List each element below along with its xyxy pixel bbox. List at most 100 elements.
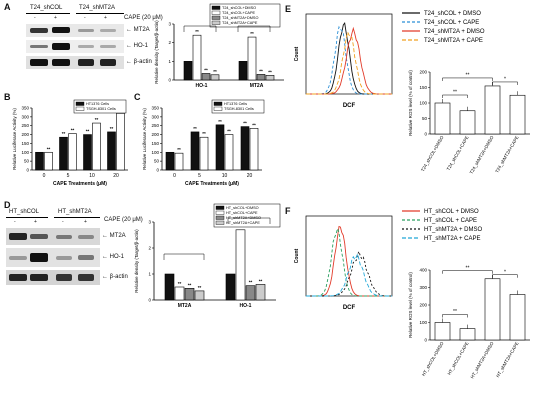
bar [434,322,451,341]
y-tick-label: 250 [151,123,159,128]
blot-strip [26,24,124,37]
divider [26,13,70,14]
bar [225,273,236,301]
bar [224,134,234,171]
legend-label: HT_shCOL + CAPE [424,218,477,224]
panel-label-c: C [134,92,141,102]
legend-swatch [211,15,221,20]
y-tick-label: 100 [419,101,427,106]
legend-label: T24_shMT2A+CAPE [222,21,258,25]
histogram-trace [306,21,392,95]
sig-label: * [504,76,506,82]
x-axis-label: DCF [343,305,356,311]
row-label: ← β-actin [126,59,152,65]
sign-label: - [84,15,86,21]
sig-bracket [183,25,217,32]
sig-label: ** [268,69,272,74]
legend-swatch [215,215,225,220]
y-tick-label: 100 [151,150,159,155]
y-axis-label: Relative ROS level (% of control) [408,272,413,338]
group-label: HT_shMT2A [58,209,92,215]
y-tick-label: 300 [151,114,159,119]
bar [235,229,246,301]
bar [249,128,259,171]
sig-label: ** [47,146,51,151]
group-label: T24_shCOL [30,5,63,11]
legend-swatch [211,10,221,15]
y-tick-label: 150 [151,141,159,146]
bar [184,288,195,301]
bar [210,74,220,81]
row-label: ← HO-1 [102,254,125,260]
sig-bracket [442,94,468,98]
histogram-trace [306,25,392,95]
sig-bracket [163,253,205,260]
legend-f: HT_shCOL + DMSO HT_shCOL + CAPE HT_shMT2A … [402,209,483,242]
x-tick-label: 5 [67,173,70,179]
histogram-trace [306,30,392,95]
bar [459,110,476,135]
plot-frame [305,215,393,297]
y-tick-label: 400 [419,268,427,273]
legend-box [209,3,281,28]
sig-label: * [504,269,506,275]
sig-label: ** [466,72,470,78]
x-axis-label: DCF [343,103,356,109]
bar [240,126,250,171]
sig-label: ** [110,126,114,131]
y-tick-label: 50 [24,159,30,164]
x-tick-label: HT_shMT2A+CAPE [495,341,519,378]
bar [484,85,501,135]
sig-label: ** [218,119,222,124]
legend-box [73,99,127,114]
x-tick-label: T24_shMT2A+CAPE [494,135,519,174]
x-tick-label: HO-1 [240,303,252,309]
sig-label: ** [198,285,202,290]
histogram-trace [306,252,392,297]
sig-bracket [237,25,271,32]
bar [59,136,68,171]
legend-label: T24_shCOL+DMSO [222,6,256,10]
panel-label-b: B [4,92,11,102]
legend-label: T24_shMT2A+DMSO [222,16,258,20]
legend-swatch [213,101,223,106]
y-tick-label: 100 [21,150,29,155]
bar [194,290,205,301]
y-tick-label: 200 [151,132,159,137]
sig-label: ** [252,122,256,127]
legend-label: T24_shCOL + DMSO [424,11,481,17]
sig-label: ** [259,68,263,73]
sign-label: + [34,219,37,225]
bar [164,273,175,301]
sig-label: ** [227,129,231,134]
legend-label: HT_shCOL + DMSO [424,209,479,215]
legend-label: T24_shCOL+CAPE [222,11,255,15]
divider [76,13,124,14]
legend-swatch [75,101,85,106]
sign-label: + [84,219,87,225]
y-tick-label: 350 [21,106,29,111]
divider [54,217,100,218]
sig-bracket [442,314,468,318]
sig-label: ** [250,31,254,36]
sig-label: ** [213,69,217,74]
sign-label: + [54,15,57,21]
legend-label: HT_shMT2A + DMSO [424,227,483,233]
y-tick-label: 0 [168,78,171,83]
sign-label: - [62,219,64,225]
sig-label: ** [71,128,75,133]
legend-swatch [215,205,225,210]
bar [44,151,53,171]
sig-label: ** [249,280,253,285]
sig-bracket [442,77,493,81]
legend-label: T24_shCOL + CAPE [424,20,479,26]
sig-label: ** [243,121,247,126]
legend-label: HT_shCOL+DMSO [226,206,259,210]
panel-label-d: D [4,200,11,210]
bar [192,34,202,81]
histogram-trace [306,250,392,297]
y-tick-label: 3 [168,22,171,27]
x-tick-label: 10 [222,173,228,179]
bar [35,151,44,171]
